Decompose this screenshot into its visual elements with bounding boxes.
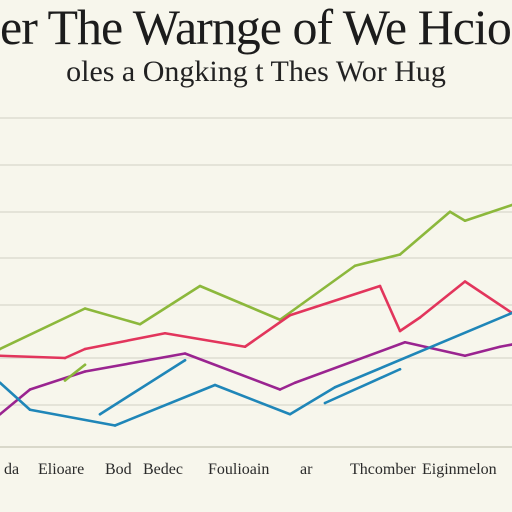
series-3-point-3 xyxy=(83,370,87,373)
series-1-point-7 xyxy=(398,253,402,256)
series-7-point-2 xyxy=(83,363,87,367)
x-caption-3: Bod xyxy=(105,461,132,478)
x-caption-4: Bedec xyxy=(143,461,183,478)
series-3-point-6 xyxy=(293,381,297,385)
series-3-point-4 xyxy=(183,352,187,355)
series-3-point-7 xyxy=(403,340,407,344)
series-2-point-1 xyxy=(0,354,2,358)
series-line-1 xyxy=(0,203,512,351)
x-caption-2: Elioare xyxy=(38,461,85,478)
series-3-point-8 xyxy=(463,354,467,358)
series-4-point-1 xyxy=(0,381,2,385)
series-line-6 xyxy=(323,367,402,405)
series-4-point-2 xyxy=(28,408,32,412)
series-4-point-6 xyxy=(333,385,337,389)
series-1-point-2 xyxy=(83,307,87,310)
series-4-point-4 xyxy=(213,383,217,387)
series-2-point-4 xyxy=(163,331,167,335)
series-2-point-9 xyxy=(418,316,422,319)
series-7-point-1 xyxy=(63,379,67,382)
series-3-point-1 xyxy=(0,412,2,416)
series-2-point-3 xyxy=(83,347,87,351)
x-caption-1: da xyxy=(4,461,20,478)
series-1-point-1 xyxy=(0,347,2,351)
x-caption-5: Foulioain xyxy=(208,461,270,478)
series-1-point-3 xyxy=(138,322,142,326)
gridlines xyxy=(0,117,512,448)
x-caption-6: ar xyxy=(300,461,313,478)
chart-title: er The Warnge of We Hcion xyxy=(0,0,512,55)
series-6-point-1 xyxy=(323,401,327,405)
series-2-point-10 xyxy=(463,280,467,283)
series-2-point-8 xyxy=(398,329,402,333)
series-1-point-9 xyxy=(463,219,467,223)
series-line-5 xyxy=(98,358,187,416)
series-1-point-4 xyxy=(198,284,202,288)
series-line-4 xyxy=(0,311,512,427)
series-3-point-9 xyxy=(498,345,502,349)
series-line-7 xyxy=(63,363,87,382)
chart-subtitle: oles a Ongking t Thes Wor Hug xyxy=(66,55,446,88)
series-3-point-2 xyxy=(28,388,32,391)
series-4-point-3 xyxy=(113,424,117,427)
series-1-point-8 xyxy=(448,210,452,214)
x-caption-8: Eiginmelon xyxy=(422,461,497,478)
x-caption-7: Thcomber xyxy=(350,461,416,478)
series-5-point-1 xyxy=(98,412,102,416)
series-line-3 xyxy=(0,340,512,416)
series-lines xyxy=(0,203,512,427)
series-1-point-6 xyxy=(353,264,357,268)
series-3-point-5 xyxy=(278,388,282,391)
series-2-point-6 xyxy=(288,313,292,317)
series-2-point-7 xyxy=(378,284,382,288)
series-5-point-2 xyxy=(183,358,187,362)
series-2-point-5 xyxy=(243,345,247,349)
series-4-point-5 xyxy=(288,412,292,416)
series-2-point-2 xyxy=(63,356,67,360)
series-6-point-2 xyxy=(398,367,402,371)
